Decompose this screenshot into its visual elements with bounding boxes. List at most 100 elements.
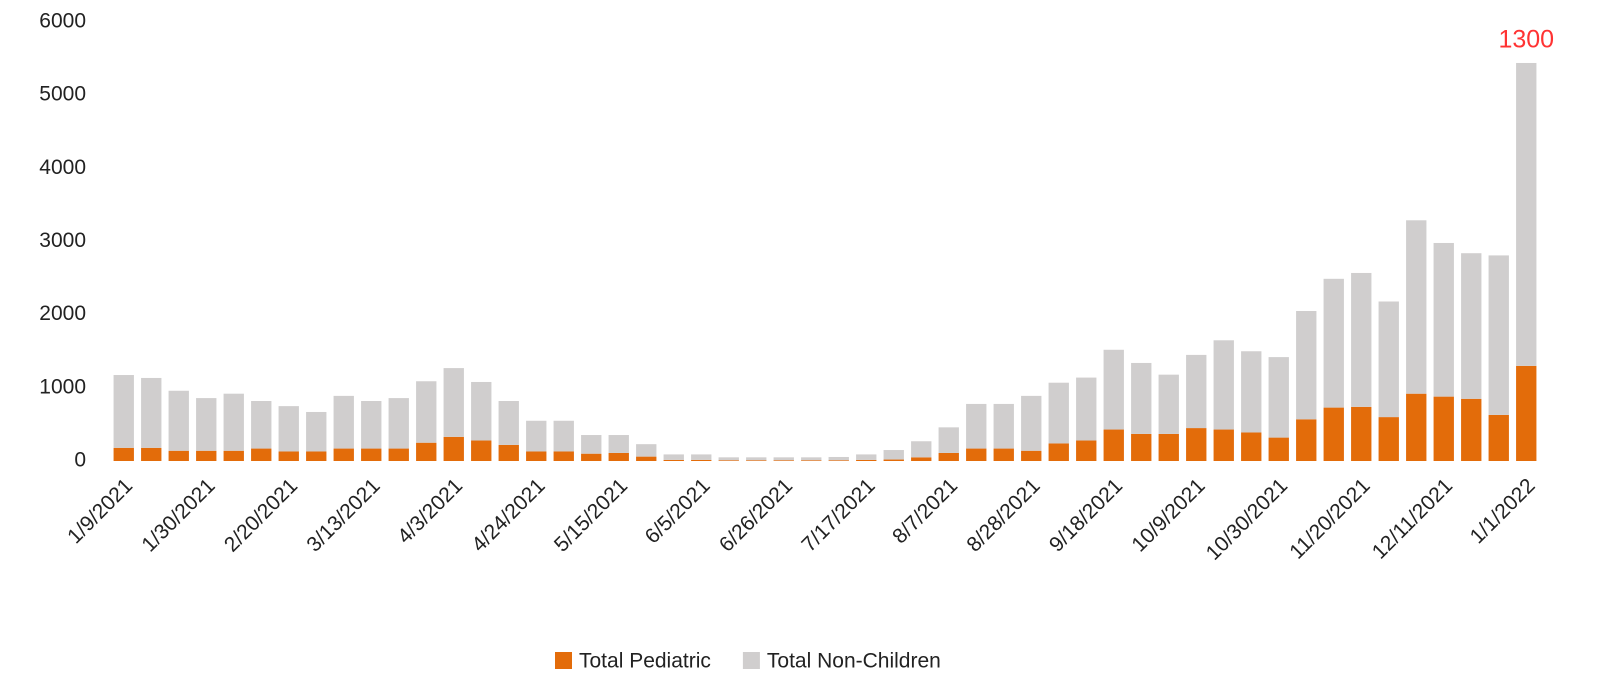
x-tick-label: 3/13/2021 xyxy=(302,474,384,556)
bar-segment xyxy=(306,411,327,452)
bar-segment xyxy=(1323,407,1344,461)
bar-segment xyxy=(1131,433,1152,461)
bar-segment xyxy=(1186,428,1207,461)
bar-segment xyxy=(1213,429,1234,461)
legend-swatch xyxy=(555,652,572,669)
x-tick-label: 4/24/2021 xyxy=(467,474,549,556)
bar-segment xyxy=(581,435,602,454)
bar-segment xyxy=(553,451,574,461)
bar-segment xyxy=(416,442,437,461)
bar-segment xyxy=(361,401,382,449)
bar-segment xyxy=(1158,433,1179,461)
bar-segment xyxy=(361,448,382,461)
bar-segment xyxy=(333,448,354,461)
bar-segment xyxy=(718,457,739,461)
bar-segment xyxy=(1461,398,1482,461)
bar-segment xyxy=(938,452,959,461)
bar-segment xyxy=(168,450,189,461)
bar-segment xyxy=(388,398,409,449)
bar-segment xyxy=(1021,450,1042,461)
bar-segment xyxy=(1076,440,1097,461)
bar-segment xyxy=(306,451,327,461)
x-tick-label: 11/20/2021 xyxy=(1285,474,1374,563)
bar-segment xyxy=(1241,432,1262,461)
bar-segment xyxy=(993,448,1014,461)
x-tick-label: 1/30/2021 xyxy=(137,474,219,556)
bar-segment xyxy=(223,393,244,451)
bar-segment xyxy=(113,375,134,448)
bar-segment xyxy=(1103,349,1124,430)
bar-segment xyxy=(443,368,464,437)
bar-segment xyxy=(416,381,437,443)
bar-segment xyxy=(801,460,822,461)
bar-segment xyxy=(883,450,904,460)
bar-segment xyxy=(196,450,217,461)
bar-segment xyxy=(608,435,629,453)
bar-segment xyxy=(663,454,684,460)
bar-segment xyxy=(498,444,519,461)
bar-segment xyxy=(1048,443,1069,461)
x-tick-label: 5/15/2021 xyxy=(550,474,632,556)
bar-segment xyxy=(141,447,162,461)
bar-segment xyxy=(1378,301,1399,418)
bar-segment xyxy=(746,457,767,461)
bar-segment xyxy=(196,398,217,451)
bar-segment xyxy=(223,450,244,461)
bar-segment xyxy=(966,403,987,449)
bar-segment xyxy=(168,390,189,451)
y-tick-label: 5000 xyxy=(39,83,86,106)
bar-segment xyxy=(663,459,684,461)
x-tick-label: 8/28/2021 xyxy=(962,474,1044,556)
bar-segment xyxy=(1268,357,1289,438)
x-tick-label: 10/30/2021 xyxy=(1202,474,1293,565)
legend-label: Total Non-Children xyxy=(767,650,941,673)
bar-segment xyxy=(1158,374,1179,434)
bar-segment xyxy=(526,451,547,461)
x-tick-label: 10/9/2021 xyxy=(1127,474,1209,556)
bar-segment xyxy=(443,436,464,461)
bar-segment xyxy=(141,377,162,448)
bar-segment xyxy=(1406,393,1427,461)
bar-segment xyxy=(526,420,547,452)
bar-segment xyxy=(251,401,272,449)
x-tick-label: 12/11/2021 xyxy=(1368,474,1457,563)
bar-segment xyxy=(1076,377,1097,441)
x-tick-label: 6/5/2021 xyxy=(641,474,715,548)
bar-segment xyxy=(333,395,354,449)
bar-segment xyxy=(581,453,602,461)
bar-segment xyxy=(498,401,519,445)
bar-segment xyxy=(1433,396,1454,461)
bar-segment xyxy=(1516,365,1537,461)
bar-segment xyxy=(911,457,932,461)
bar-segment xyxy=(1433,242,1454,397)
bar-segment xyxy=(828,456,849,461)
bar-segment xyxy=(773,457,794,461)
bar-segment xyxy=(938,427,959,453)
data-label: 1300 xyxy=(1498,26,1554,54)
bar-segment xyxy=(608,452,629,461)
bar-segment xyxy=(1296,311,1317,420)
bar-segment xyxy=(1186,354,1207,429)
bar-segment xyxy=(883,459,904,461)
x-tick-label: 7/17/2021 xyxy=(797,474,879,556)
legend-swatch xyxy=(742,652,760,669)
bar-segment xyxy=(1516,62,1537,366)
x-tick-label: 1/1/2022 xyxy=(1466,474,1540,548)
bar-segment xyxy=(1378,417,1399,461)
y-tick-label: 4000 xyxy=(39,156,86,179)
bar-segment xyxy=(1021,395,1042,451)
bar-segment xyxy=(828,460,849,461)
bar-segment xyxy=(691,454,712,460)
bar-segment xyxy=(251,448,272,461)
bar-segment xyxy=(278,451,299,461)
y-tick-label: 1000 xyxy=(39,375,86,398)
y-tick-label: 2000 xyxy=(39,302,86,325)
bar-segment xyxy=(1296,419,1317,461)
bar-segment xyxy=(1351,406,1372,461)
legend-label: Total Pediatric xyxy=(579,650,711,673)
bar-segment xyxy=(1351,272,1372,407)
bar-segment xyxy=(691,459,712,461)
bar-segment xyxy=(718,460,739,461)
y-tick-label: 6000 xyxy=(39,10,86,33)
